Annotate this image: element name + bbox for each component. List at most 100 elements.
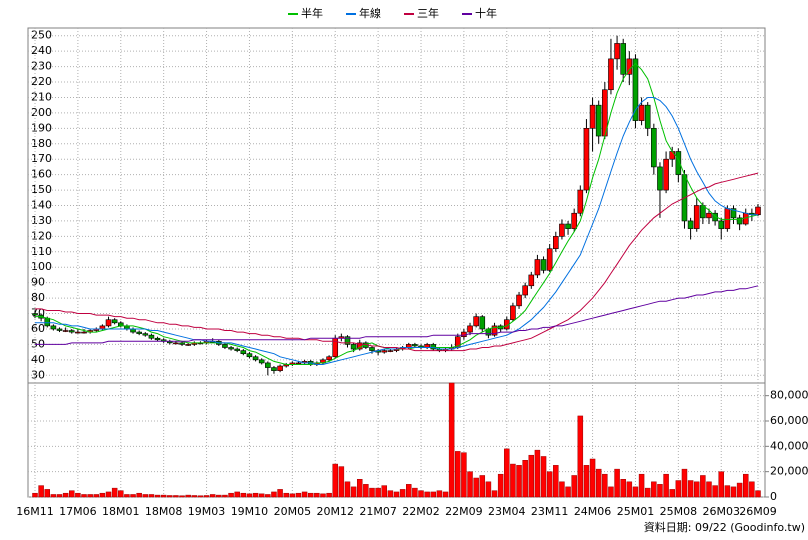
volume-bar (271, 491, 277, 498)
volume-bar (406, 484, 412, 498)
volume-bar (307, 492, 314, 498)
y-tick-label: 40 (31, 353, 45, 366)
volume-bar (320, 493, 326, 498)
volume-bar (455, 451, 461, 498)
candle-body (32, 313, 38, 316)
y-tick-label: 220 (31, 75, 52, 88)
y2-tick-label: 0 (770, 490, 777, 503)
volume-bar (111, 487, 118, 498)
candle-body (271, 367, 277, 371)
volume-bar (571, 475, 577, 498)
volume-bar (638, 473, 645, 498)
volume-bar (565, 486, 571, 498)
x-tick-label: 16M11 (16, 505, 54, 518)
candle-body (326, 356, 332, 361)
volume-bar (93, 494, 100, 498)
candle-body (473, 316, 479, 327)
volume-bar (32, 492, 38, 498)
candle-body (111, 319, 118, 324)
y2-tick-label: 20,000 (770, 465, 808, 478)
volume-bar (265, 494, 271, 498)
volume-bar (62, 492, 69, 498)
volume-bar (614, 468, 620, 498)
candle-body (222, 344, 228, 348)
volume-bar (620, 479, 626, 498)
y-tick-label: 160 (31, 168, 52, 181)
candle-body (136, 331, 142, 334)
volume-bar (730, 486, 737, 498)
y-tick-label: 140 (31, 199, 52, 212)
volume-bar (595, 468, 602, 498)
volume-bar (749, 481, 755, 498)
candle-body (344, 336, 351, 345)
y-tick-label: 250 (31, 29, 52, 42)
volume-bar (154, 494, 161, 498)
volume-bar (240, 492, 247, 498)
x-tick-label: 18M08 (145, 505, 183, 518)
x-tick-label: 20M12 (316, 505, 354, 518)
candle-body (693, 205, 700, 229)
volume-bar (675, 480, 682, 498)
candle-body (105, 319, 112, 327)
volume-bar (277, 489, 283, 498)
candle-body (179, 342, 185, 345)
candle-body (430, 344, 437, 350)
candle-body (651, 128, 657, 168)
volume-bar (534, 449, 541, 498)
x-tick-label: 18M01 (102, 505, 140, 518)
candle-body (706, 212, 712, 219)
volume-bar (75, 492, 81, 498)
volume-bar (148, 494, 155, 498)
candle-body (295, 362, 302, 365)
y-tick-label: 200 (31, 106, 52, 119)
volume-bar (283, 492, 289, 498)
volume-bar (669, 489, 675, 498)
volume-bar (393, 491, 400, 498)
volume-bar (246, 493, 253, 498)
candle-body (265, 362, 271, 368)
candle-body (724, 208, 731, 229)
volume-bar (203, 495, 210, 498)
volume-bar (136, 492, 142, 498)
y-tick-label: 60 (31, 322, 45, 335)
volume-bar (179, 495, 185, 498)
volume-bar (442, 491, 449, 498)
candle-body (577, 189, 584, 214)
y2-tick-label: 60,000 (770, 414, 808, 427)
volume-bar (467, 471, 473, 498)
volume-bar (651, 481, 657, 498)
candle-body (687, 220, 694, 229)
candle-body (528, 274, 535, 287)
volume-bar (50, 494, 57, 498)
volume-bar (448, 382, 455, 498)
volume-bar (350, 486, 357, 498)
volume-bar (191, 495, 198, 498)
volume-bar (626, 481, 633, 498)
candle-body (553, 236, 559, 250)
x-tick-label: 22M02 (402, 505, 440, 518)
candle-body (571, 212, 577, 229)
y-tick-label: 100 (31, 260, 52, 273)
y-tick-label: 150 (31, 183, 52, 196)
y-tick-label: 30 (31, 368, 45, 381)
candle-body (669, 151, 676, 160)
volume-bar (540, 456, 547, 498)
y-tick-label: 240 (31, 44, 52, 57)
volume-bar (87, 494, 93, 498)
volume-bar (418, 490, 424, 498)
volume-bar (338, 466, 345, 498)
volume-bar (510, 463, 516, 498)
volume-bar (289, 493, 296, 498)
candle-body (154, 337, 161, 341)
x-tick-label: 17M06 (59, 505, 97, 518)
candle-body (68, 330, 75, 333)
y-tick-label: 90 (31, 276, 45, 289)
x-tick-label: 19M03 (188, 505, 226, 518)
volume-bar (742, 473, 749, 498)
candle-body (546, 248, 553, 271)
legend-label: 十年 (475, 6, 497, 20)
volume-bar (712, 485, 718, 498)
volume-bar (234, 491, 240, 498)
x-tick-label: 26M03 (702, 505, 740, 518)
